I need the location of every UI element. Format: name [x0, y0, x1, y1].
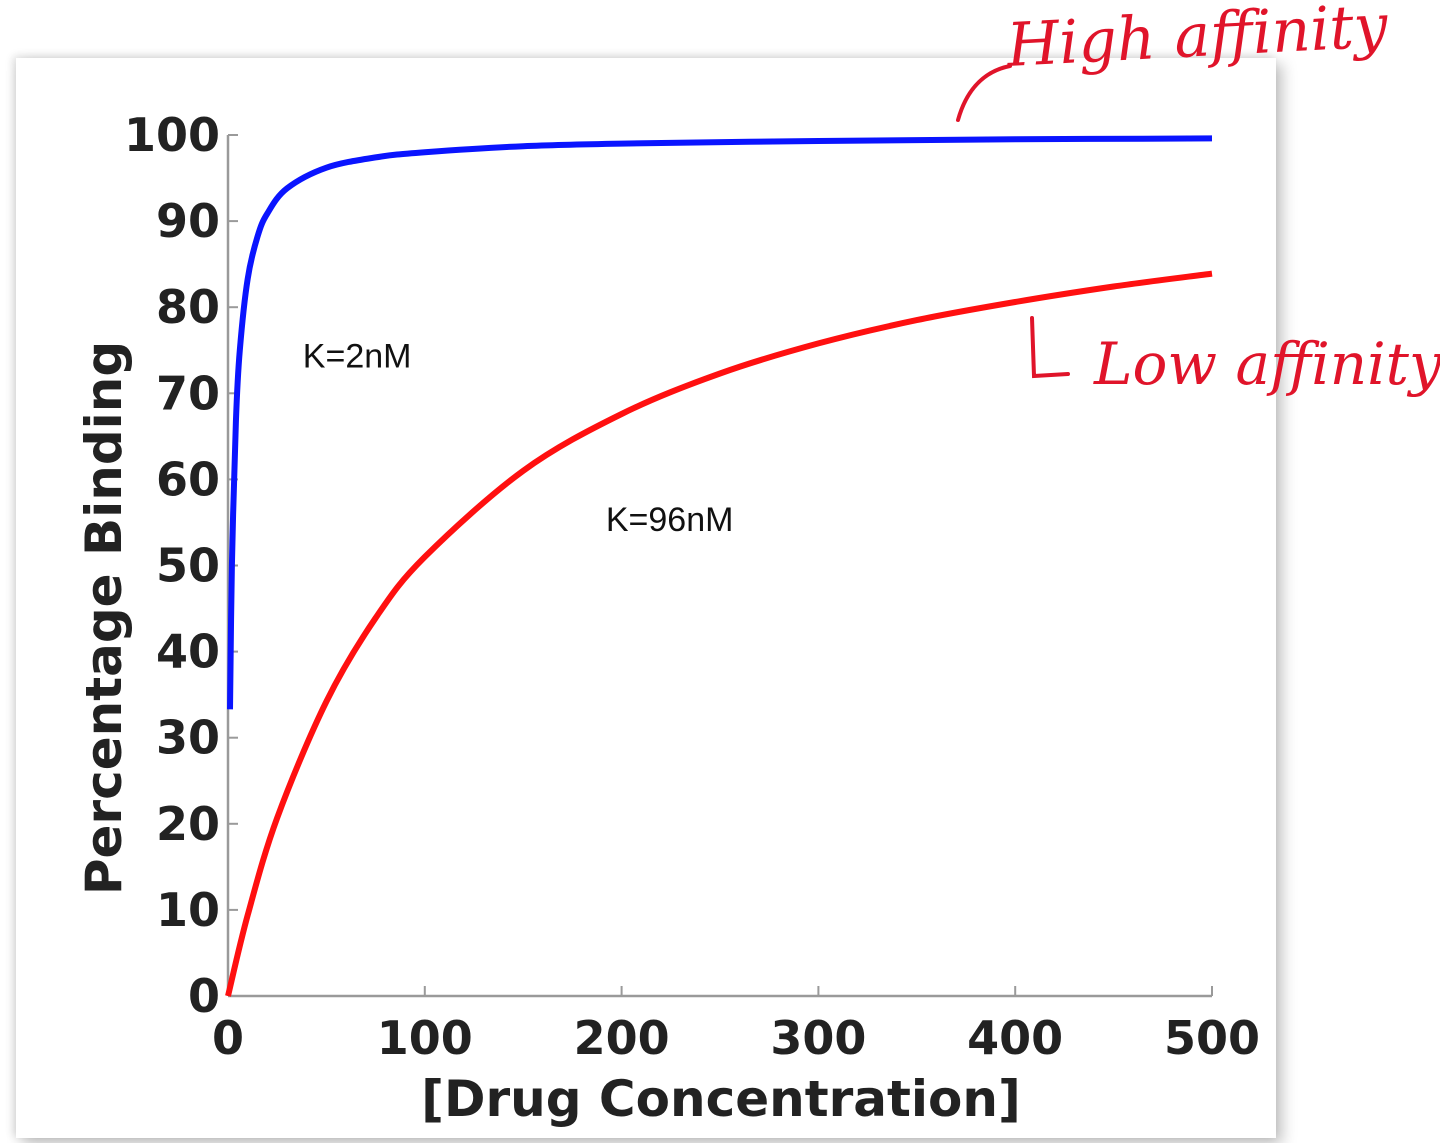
series-line-0 — [227, 135, 1213, 710]
y-tick-label: 70 — [156, 366, 220, 420]
annotation-layer: K=2nM K=96nM — [303, 337, 734, 539]
y-tick-label: 50 — [156, 539, 220, 593]
x-tick-label: 500 — [1164, 1011, 1260, 1065]
y-tick-label: 10 — [156, 883, 220, 937]
binding-chart: 0 10 20 30 40 50 60 70 80 90 100 0 100 200 300 400 500 K… — [75, 108, 1260, 1128]
y-tick-label: 40 — [156, 625, 220, 679]
y-tick-label: 30 — [156, 711, 220, 765]
y-tick-label: 60 — [156, 452, 220, 506]
x-tick-label: 400 — [967, 1011, 1063, 1065]
y-axis-title: Percentage Binding — [75, 341, 133, 895]
series-layer — [225, 135, 1213, 997]
x-tick-label: 100 — [377, 1011, 473, 1065]
y-tick-label: 20 — [156, 797, 220, 851]
y-tick-label: 0 — [188, 969, 220, 1023]
x-tick-label: 0 — [212, 1011, 244, 1065]
x-tick-label: 200 — [574, 1011, 670, 1065]
curve-k-label: K=2nM — [303, 337, 412, 375]
x-axis-title: [Drug Concentration] — [421, 1070, 1021, 1128]
y-tick-label: 90 — [156, 194, 220, 248]
x-tick-label: 300 — [770, 1011, 866, 1065]
series-line-1 — [225, 270, 1213, 997]
axes: 0 10 20 30 40 50 60 70 80 90 100 0 100 200 300 400 500 — [124, 108, 1260, 1065]
curve-k-label: K=96nM — [606, 501, 734, 539]
y-tick-label: 80 — [156, 280, 220, 334]
chart-card: 0 10 20 30 40 50 60 70 80 90 100 0 100 200 300 400 500 K… — [16, 58, 1276, 1138]
y-tick-label: 100 — [124, 108, 220, 162]
